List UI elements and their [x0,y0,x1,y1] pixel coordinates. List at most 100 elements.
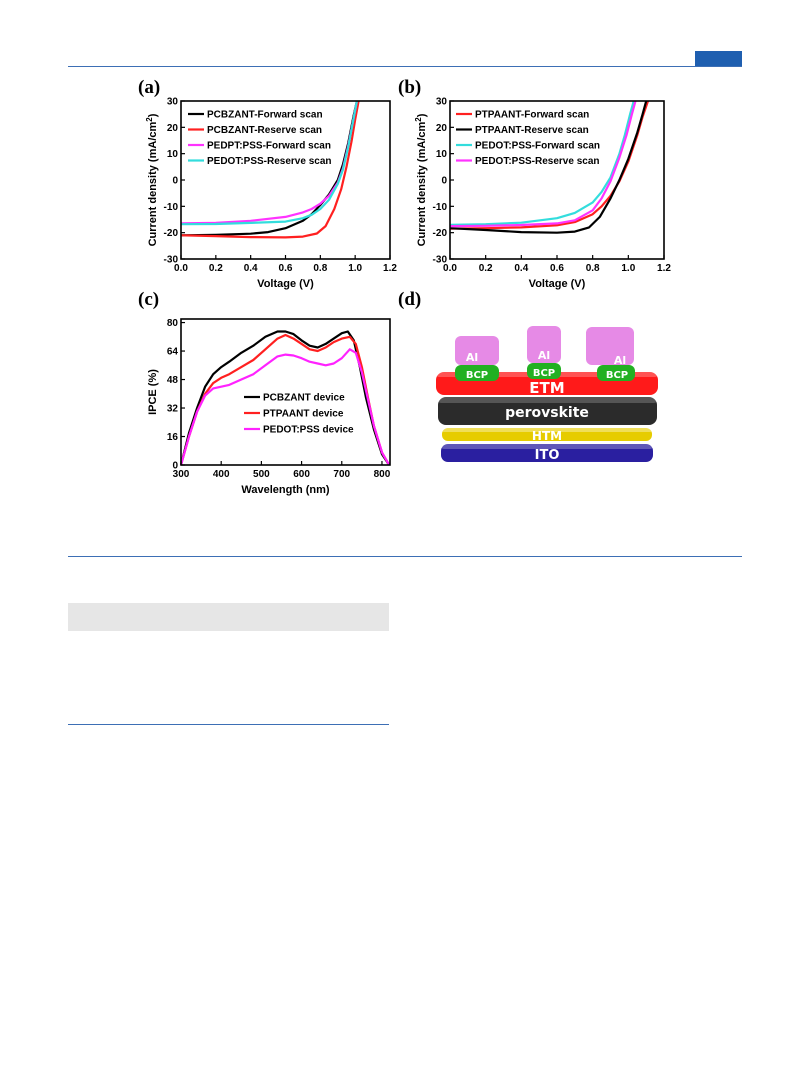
chart-c-ytick-label: 16 [167,432,179,443]
panel-label-d: (d) [398,289,421,310]
htm-highlight [442,428,652,432]
ito-highlight [441,444,653,449]
chart-c-legend-label: PEDOT:PSS device [263,425,354,436]
chart-a-xlabel: Voltage (V) [257,278,314,290]
bcp-pad-1 [455,365,499,381]
chart-b-ytick-label: -20 [433,228,448,239]
chart-a-xtick-label: 0.6 [279,263,293,274]
chart-c-xtick-label: 300 [173,469,190,480]
panel-label-c: (c) [138,289,159,310]
chart-b-xtick-label: 0.2 [479,263,493,274]
chart-b-series-4-line [449,100,637,228]
chart-b-ytick-label: 10 [436,149,448,160]
chart-c-ytick-label: 64 [167,347,179,358]
chart-a-ylabel-end: ) [147,113,159,117]
bcp-label-1: BCP [466,370,488,381]
chart-c-xtick-label: 500 [253,469,270,480]
chart-c-legend-label: PTPAANT device [263,409,344,420]
chart-c-ytick-label: 32 [167,404,179,415]
chart-a-xtick-label: 0.8 [313,263,327,274]
header-tab [695,51,742,66]
chart-a-ytick-label: -20 [164,228,179,239]
chart-a-ylabel: Current density (mA/cm2) [145,113,160,246]
bcp-label-3: BCP [606,370,628,381]
al-label-3: Al [614,354,626,367]
ito-layer [441,444,653,462]
htm-label: HTM [532,429,562,443]
chart-b-xtick-label: 0.8 [586,263,600,274]
chart-b-xtick-label: 1.0 [621,263,635,274]
section-rule [68,556,742,557]
panel-label-a: (a) [138,77,160,98]
chart-c-xtick-label: 700 [333,469,350,480]
chart-c-xlabel: Wavelength (nm) [241,484,330,496]
chart-a-legend-label: PCBZANT-Forward scan [207,110,323,121]
chart-c-frame [180,318,391,466]
chart-a-ytick-label: -30 [164,255,179,266]
chart-b-ylabel: Current density (mA/cm2) [414,113,429,246]
chart-a-xtick-label: 1.0 [348,263,362,274]
chart-a-ytick-label: 10 [167,149,179,160]
chart-b-xlabel: Voltage (V) [529,278,586,290]
chart-a-ytick-label: 0 [172,176,178,187]
chart-b-legend-label: PTPAANT-Forward scan [475,110,589,121]
chart-c-xtick-label: 600 [293,469,310,480]
chart-b-ytick-label: -10 [433,202,448,213]
chart-b-xtick-label: 0.4 [514,263,528,274]
al-pad-3 [586,327,634,365]
al-label-1: Al [466,351,478,364]
chart-a-ytick-label: -10 [164,202,179,213]
al-pad-2 [527,326,561,363]
chart-b-xtick-label: 0.6 [550,263,564,274]
chart-c-ytick-label: 48 [167,375,179,386]
chart-c-xtick-label: 800 [374,469,391,480]
bcp-pad-3 [597,365,635,381]
chart-c-ylabel: IPCE (%) [147,369,159,415]
htm-layer [442,428,652,441]
etm-label: ETM [529,379,564,397]
perovskite-label: perovskite [505,405,589,421]
chart-a-legend-label: PCBZANT-Reserve scan [207,125,322,136]
chart-a-ytick-label: 30 [167,97,179,108]
gray-banner [68,603,389,631]
chart-b-series-3-line [449,100,635,226]
chart-b-xtick-label: 1.2 [657,263,671,274]
chart-b-series-2-line [449,100,648,234]
chart-c-series-2-line [179,333,391,466]
al-pad-1 [455,336,499,365]
perovskite-layer [438,397,657,425]
chart-b-legend-label: PTPAANT-Reserve scan [475,125,589,136]
chart-a-legend-label: PEDPT:PSS-Forward scan [207,141,331,152]
chart-b-ytick-label: 20 [436,123,448,134]
chart-a-xtick-label: 0.4 [244,263,258,274]
figure: (a) (b) (c) (d) 0.0 0.2 0.4 0.6 0.8 1.0 1.2 -30… [138,77,672,496]
chart-b: 0.0 0.2 0.4 0.6 0.8 1.0 1.2 -30 -20 -10 0 10 20 30 Vol… [414,97,672,291]
electrode-stack-1: BCP Al [455,336,499,381]
electrode-stack-2: BCP Al [527,326,561,379]
chart-a: 0.0 0.2 0.4 0.6 0.8 1.0 1.2 -30 -20 -10 0 10 20 30 Vol… [145,97,398,291]
chart-a-xtick-label: 0.2 [209,263,223,274]
chart-a-xtick-label: 0.0 [174,263,188,274]
header-rule [68,66,742,67]
column-rule [68,724,389,725]
electrode-stack-3: BCP Al [586,327,635,381]
chart-a-xtick-label: 1.2 [383,263,397,274]
bcp-label-2: BCP [533,368,555,379]
al-label-2: Al [538,349,550,362]
panel-label-b: (b) [398,77,421,98]
device-diagram: ITO HTM perovskite ETM BCP Al BCP Al BCP [436,326,658,463]
chart-b-ylabel-end: ) [416,113,428,117]
chart-a-legend-label: PEDOT:PSS-Reserve scan [207,156,332,167]
chart-b-legend-label: PEDOT:PSS-Reserve scan [475,156,600,167]
chart-b-ytick-label: -30 [433,255,448,266]
chart-c-legend-label: PCBZANT device [263,393,345,404]
chart-a-ytick-label: 20 [167,123,179,134]
chart-a-series-2-line [180,100,360,239]
chart-a-ylabel-sup: 2 [145,117,154,122]
ito-label: ITO [535,448,560,463]
bcp-pad-2 [527,363,561,379]
chart-b-xtick-label: 0.0 [443,263,457,274]
chart-c-ytick-label: 0 [172,461,178,472]
chart-a-series-4-line [180,100,358,226]
perovskite-highlight [438,397,657,403]
